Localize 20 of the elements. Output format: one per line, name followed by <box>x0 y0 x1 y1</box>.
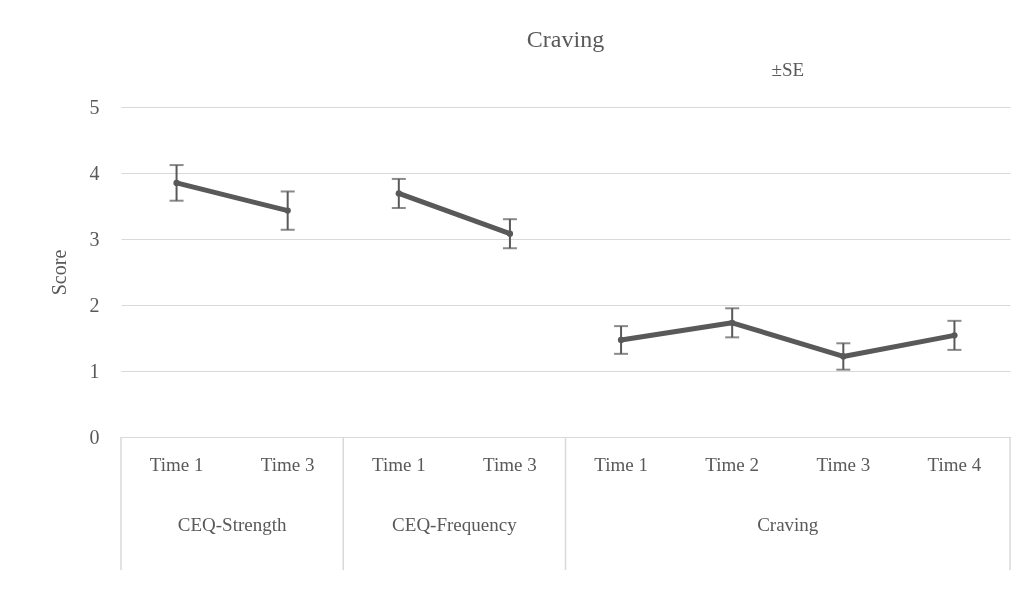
x-tick-label: Time 3 <box>483 453 537 475</box>
text: CEQ-Frequency <box>392 514 518 535</box>
text: CEQ-Strength <box>177 514 287 535</box>
y-tick-label: 5 <box>89 95 100 118</box>
y-tick-label: 4 <box>89 161 100 184</box>
x-tick-label: Time 1 <box>371 453 426 475</box>
y-tick-label: 1 <box>89 359 100 382</box>
text: Craving <box>757 514 819 535</box>
x-tick-label: Time 3 <box>260 453 315 475</box>
y-tick-label: 0 <box>89 425 100 448</box>
x-tick-label: Time 1 <box>594 453 648 475</box>
text: ±SE <box>771 59 805 80</box>
x-tick-label: Time 1 <box>149 453 204 475</box>
x-tick-label: Time 4 <box>927 453 982 475</box>
x-tick-label: Time 2 <box>705 453 760 475</box>
x-tick-label: Time 3 <box>816 453 871 475</box>
y-tick-label: 3 <box>89 227 100 250</box>
chart-title: Craving <box>526 26 605 52</box>
y-axis-title: Score <box>47 249 70 296</box>
y-tick-label: 2 <box>89 293 100 316</box>
